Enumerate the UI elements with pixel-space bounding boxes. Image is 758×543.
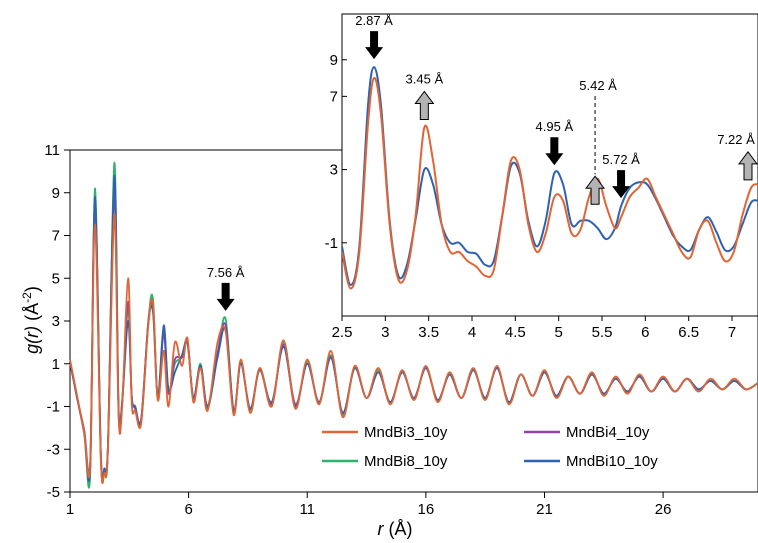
legend-label: MndBi3_10y — [364, 424, 448, 441]
y-tick-label: -5 — [47, 484, 60, 501]
legend: MndBi3_10y MndBi4_10y MndBi8_10y MndBi10_10… — [322, 424, 658, 470]
inset-series-line-mndbi3-10y — [342, 77, 758, 290]
main-annotations: 7.56 Å — [207, 265, 245, 311]
y-tick-label: 9 — [52, 185, 60, 202]
y-tick-label: -3 — [47, 441, 60, 458]
inset-y-tick-label: 7 — [330, 88, 338, 105]
x-axis-label: r (Å) — [377, 519, 412, 539]
annotation-arrow-7-56 — [216, 282, 235, 311]
inset-annotation-label: 5.42 Å — [579, 78, 617, 93]
inset-plot: 2.5 3 3.5 4 4.5 5 5.5 6 6.5 7 -1 3 7 9 2.87 Å 3.45 Å 4… — [325, 13, 758, 341]
inset-arrow-5-72 — [612, 170, 631, 199]
inset-x-tick-label: 6 — [641, 324, 649, 341]
x-tick-label: 26 — [655, 501, 672, 518]
y-tick-label: 5 — [52, 270, 60, 287]
inset-y-ticks: -1 3 7 9 — [325, 52, 347, 252]
inset-series-line-mndbi10-10y — [342, 66, 758, 286]
inset-x-tick-label: 3 — [381, 324, 389, 341]
inset-y-tick-label: -1 — [325, 235, 338, 252]
inset-annotations: 2.87 Å 3.45 Å 4.95 Å 5.42 Å 5.72 Å 7.22 Å — [355, 13, 758, 205]
annotation-label: 7.56 Å — [207, 265, 245, 280]
inset-series-group — [342, 66, 758, 290]
y-tick-label: 1 — [52, 356, 60, 373]
inset-annotation-label: 2.87 Å — [355, 13, 393, 28]
x-tick-label: 21 — [536, 501, 553, 518]
y-tick-label: 7 — [52, 228, 60, 245]
inset-x-tick-label: 2.5 — [332, 324, 353, 341]
inset-y-tick-label: 3 — [330, 162, 338, 179]
inset-x-tick-label: 5.5 — [592, 324, 613, 341]
legend-label: MndBi10_10y — [566, 453, 658, 470]
y-tick-label: 11 — [44, 142, 60, 159]
legend-item-mndbi10-10y: MndBi10_10y — [524, 453, 658, 470]
legend-item-mndbi3-10y: MndBi3_10y — [322, 424, 448, 441]
y-axis-label: g(r) (Å-2) — [20, 286, 42, 354]
inset-plot-frame — [341, 13, 758, 317]
legend-item-mndbi8-10y: MndBi8_10y — [322, 453, 448, 470]
inset-annotation-label: 3.45 Å — [406, 71, 444, 86]
inset-x-tick-label: 5 — [554, 324, 562, 341]
inset-y-tick-label: 9 — [330, 52, 338, 69]
inset-annotation-label: 5.72 Å — [602, 152, 640, 167]
inset-annotation-label: 4.95 Å — [536, 119, 574, 134]
x-tick-label: 16 — [418, 501, 435, 518]
y-tick-label: 3 — [52, 313, 60, 330]
legend-item-mndbi4-10y: MndBi4_10y — [524, 424, 650, 441]
inset-arrow-7-22 — [738, 151, 758, 181]
inset-x-ticks: 2.5 3 3.5 4 4.5 5 5.5 6 6.5 7 — [332, 316, 736, 341]
inset-arrow-3-45 — [414, 90, 435, 120]
inset-arrow-5-42 — [585, 175, 606, 205]
inset-x-tick-label: 4.5 — [505, 324, 526, 341]
x-tick-label: 6 — [184, 501, 192, 518]
inset-x-tick-label: 4 — [468, 324, 476, 341]
main-x-ticks: 1 6 11 16 21 26 — [66, 492, 672, 518]
main-y-ticks: -5 -3 -1 1 3 5 7 9 11 — [44, 142, 70, 501]
inset-annotation-label: 7.22 Å — [717, 132, 755, 147]
x-tick-label: 1 — [66, 501, 74, 518]
inset-x-tick-label: 3.5 — [418, 324, 439, 341]
inset-arrow-4-95 — [545, 137, 564, 166]
main-series-line-mndbi3-10y — [69, 213, 758, 484]
inset-x-tick-label: 6.5 — [678, 324, 699, 341]
legend-label: MndBi8_10y — [364, 453, 448, 470]
x-tick-label: 11 — [299, 501, 315, 518]
y-tick-label: -1 — [47, 399, 60, 416]
inset-x-tick-label: 7 — [728, 324, 736, 341]
inset-arrow-2-87 — [365, 31, 384, 60]
legend-label: MndBi4_10y — [566, 424, 650, 441]
main-series-group — [69, 161, 758, 489]
